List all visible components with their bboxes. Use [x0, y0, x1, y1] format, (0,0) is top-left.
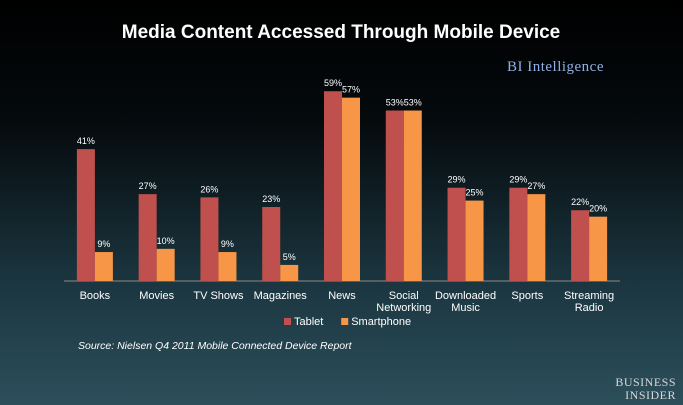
- bar-tablet-1: [138, 194, 157, 281]
- x-tick-label-0: Books: [80, 290, 111, 302]
- bar-tablet-5: [385, 110, 404, 282]
- x-tick-label-1: Movies: [139, 290, 174, 302]
- x-tick-label-4: News: [328, 290, 356, 302]
- bar-smartphone-5: [403, 110, 422, 282]
- data-label-smartphone-4: 57%: [342, 85, 360, 95]
- data-label-tablet-4: 59%: [324, 78, 342, 88]
- data-label-tablet-5: 53%: [386, 98, 404, 108]
- bar-tablet-6: [447, 187, 466, 281]
- data-label-tablet-6: 29%: [448, 175, 466, 185]
- bar-smartphone-1: [156, 248, 175, 281]
- chart-title: Media Content Accessed Through Mobile De…: [122, 22, 560, 43]
- bar-tablet-3: [262, 207, 281, 281]
- data-label-tablet-1: 27%: [139, 181, 157, 191]
- data-label-smartphone-7: 27%: [527, 181, 545, 191]
- legend-swatch-smartphone: [341, 318, 349, 325]
- data-label-smartphone-0: 9%: [97, 239, 110, 249]
- x-tick-labels: Books Movies TV Shows Magazines News Social Ne…: [80, 290, 615, 314]
- bar-smartphone-4: [342, 97, 360, 282]
- x-tick-label-2: TV Shows: [193, 290, 244, 302]
- data-label-tablet-3: 23%: [262, 194, 280, 204]
- data-label-smartphone-6: 25%: [466, 188, 484, 198]
- bar-tablet-7: [509, 187, 528, 281]
- x-tick-label-7: Sports: [511, 290, 543, 302]
- x-tick-label-5: Social Networking: [376, 290, 431, 314]
- data-label-smartphone-2: 9%: [221, 239, 234, 249]
- bar-tablet-0: [76, 149, 95, 281]
- logo-line-1: BUSINESS: [615, 375, 676, 389]
- bar-smartphone-2: [218, 252, 237, 281]
- x-tick-label-6: Downloaded Music: [435, 290, 496, 314]
- legend-label-smartphone: Smartphone: [351, 316, 411, 328]
- bar-tablet-2: [200, 197, 219, 281]
- logo-line-2: INSIDER: [625, 388, 676, 402]
- bar-tablet-8: [571, 210, 590, 281]
- data-label-tablet-8: 22%: [571, 197, 589, 207]
- data-label-smartphone-5: 53%: [404, 98, 422, 108]
- data-label-smartphone-3: 5%: [283, 252, 296, 262]
- bar-smartphone-8: [589, 216, 608, 281]
- brand-label: BI Intelligence: [507, 59, 604, 75]
- data-label-smartphone-8: 20%: [589, 204, 607, 214]
- legend-swatch-tablet: [284, 318, 291, 325]
- data-label-smartphone-1: 10%: [157, 236, 175, 246]
- source-note: Source: Nielsen Q4 2011 Mobile Connected…: [78, 340, 353, 352]
- legend-label-tablet: Tablet: [294, 316, 323, 328]
- bar-smartphone-0: [94, 252, 113, 281]
- data-label-tablet-2: 26%: [200, 184, 218, 194]
- data-label-tablet-7: 29%: [509, 175, 527, 185]
- x-tick-label-8: Streaming Radio: [564, 290, 614, 314]
- bar-smartphone-7: [527, 194, 546, 281]
- data-label-tablet-0: 41%: [77, 136, 95, 146]
- legend: Tablet Smartphone: [284, 316, 411, 328]
- bar-smartphone-6: [465, 200, 484, 281]
- bars-group: 41%9%27%10%26%9%23%5%59%57%53% 53%29%25%2…: [76, 78, 608, 282]
- x-tick-label-3: Magazines: [254, 290, 308, 302]
- business-insider-logo: BUSINESS INSIDER: [615, 375, 676, 402]
- bar-smartphone-3: [280, 264, 299, 281]
- bar-tablet-4: [324, 91, 342, 281]
